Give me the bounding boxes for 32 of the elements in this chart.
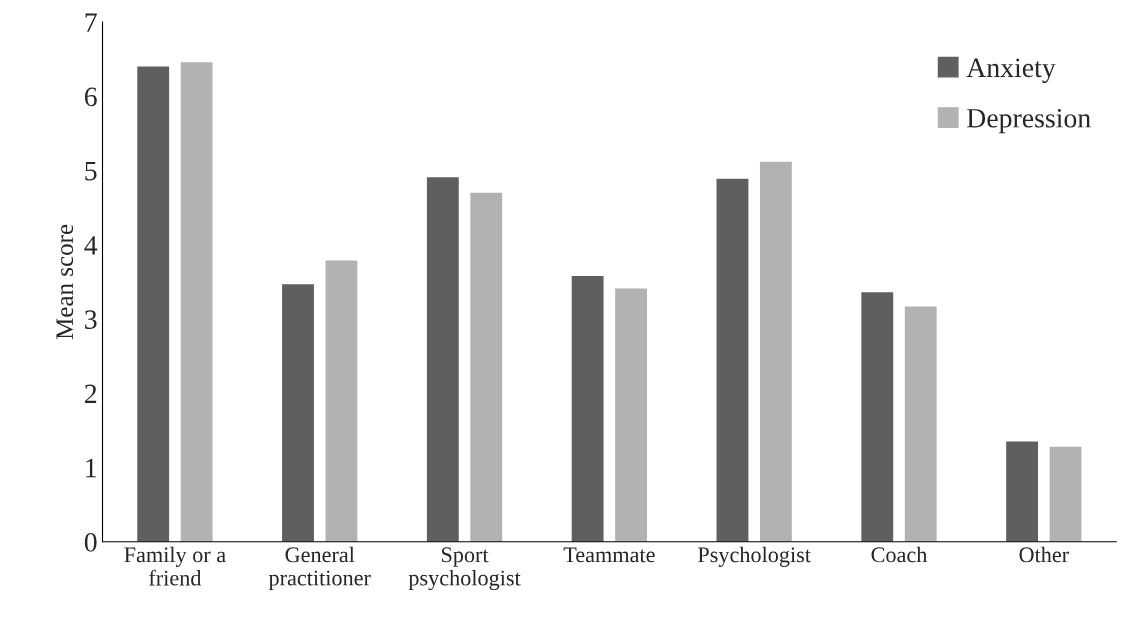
x-tick-label: Psychologist [698,546,811,567]
x-tick-label: Teammate [563,547,655,563]
x-tick-label: Other [1019,546,1069,563]
bar [861,292,894,542]
y-tick-label: 4 [84,236,98,255]
bar [615,288,648,542]
bar [282,284,314,542]
bar [759,161,792,542]
bar [137,66,170,542]
y-tick-label: 0 [84,532,97,552]
bar [180,62,213,542]
bar [325,260,358,542]
legend-label: Anxiety [966,58,1056,83]
y-tick-label: 1 [86,458,96,478]
y-tick-label: 6 [84,87,97,107]
x-tick-label: Coach [871,546,928,563]
y-tick-label: 5 [85,162,97,181]
y-tick-label: 3 [85,310,97,329]
bar [1006,441,1039,542]
x-tick-label: Family or a friend [124,546,226,586]
y-axis-title: Mean score [56,224,74,340]
bar [904,306,937,542]
x-tick-label: Sport psychologist [408,547,521,591]
x-tick-label: General practitioner [268,546,371,591]
bar [470,192,503,542]
legend-label: Depression [967,108,1091,134]
bar [571,275,604,542]
bar [426,177,459,542]
bar [716,178,749,542]
y-tick-label: 7 [85,13,97,32]
y-tick-label: 2 [84,384,97,403]
bar [1049,446,1082,542]
